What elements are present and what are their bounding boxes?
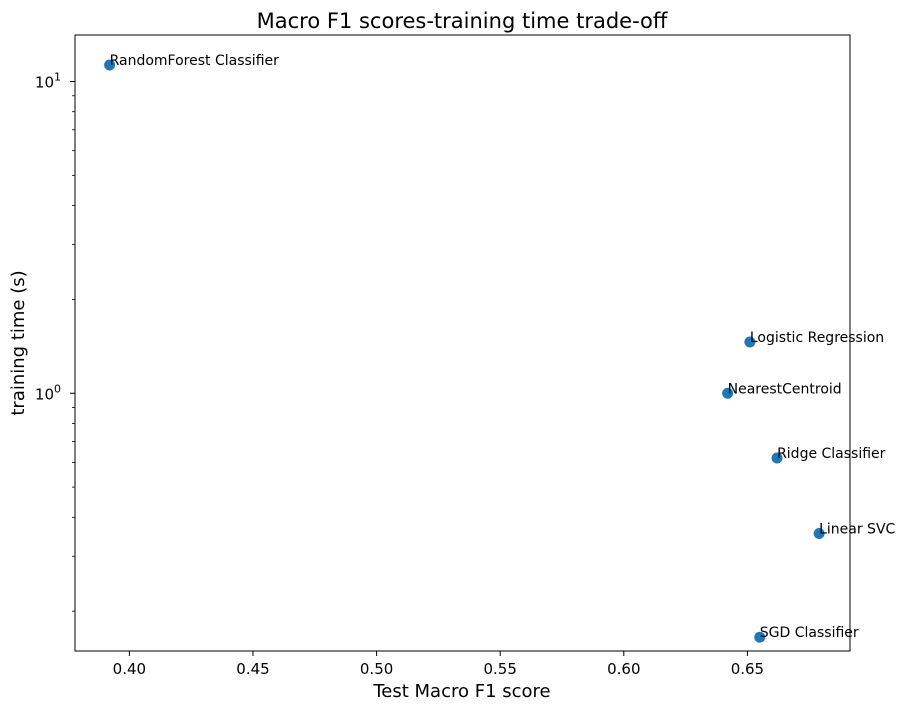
data-point (104, 59, 116, 71)
data-point (771, 452, 783, 464)
point-label: SGD Classifier (760, 625, 859, 641)
x-tick-label: 0.65 (731, 660, 764, 678)
y-tick-label: 100 (35, 382, 61, 403)
x-tick-label: 0.55 (483, 660, 516, 678)
x-tick-label: 0.50 (360, 660, 393, 678)
x-tick-label: 0.60 (607, 660, 640, 678)
plot-area-frame (74, 34, 851, 652)
x-tick-label: 0.40 (113, 660, 146, 678)
point-label: RandomForest Classifier (110, 53, 280, 69)
y-tick-label: 101 (35, 71, 61, 92)
x-axis-label: Test Macro F1 score (372, 681, 550, 702)
point-label: NearestCentroid (728, 381, 842, 397)
data-points (104, 59, 825, 643)
data-point (722, 387, 734, 399)
y-axis-label: training time (s) (8, 270, 29, 415)
point-label: Ridge Classifier (777, 446, 886, 462)
point-annotations: RandomForest Classifier Logistic Regressi… (110, 53, 896, 641)
axis-ticks: 0.40 0.45 0.50 0.55 0.60 0.65 100 101 (35, 71, 764, 678)
chart-title: Macro F1 scores-training time trade-off (257, 9, 668, 33)
data-point (813, 527, 825, 539)
data-point (754, 631, 766, 643)
point-label: Logistic Regression (750, 330, 884, 346)
x-tick-label: 0.45 (236, 660, 269, 678)
point-label: Linear SVC (819, 521, 895, 537)
data-point (744, 336, 756, 348)
